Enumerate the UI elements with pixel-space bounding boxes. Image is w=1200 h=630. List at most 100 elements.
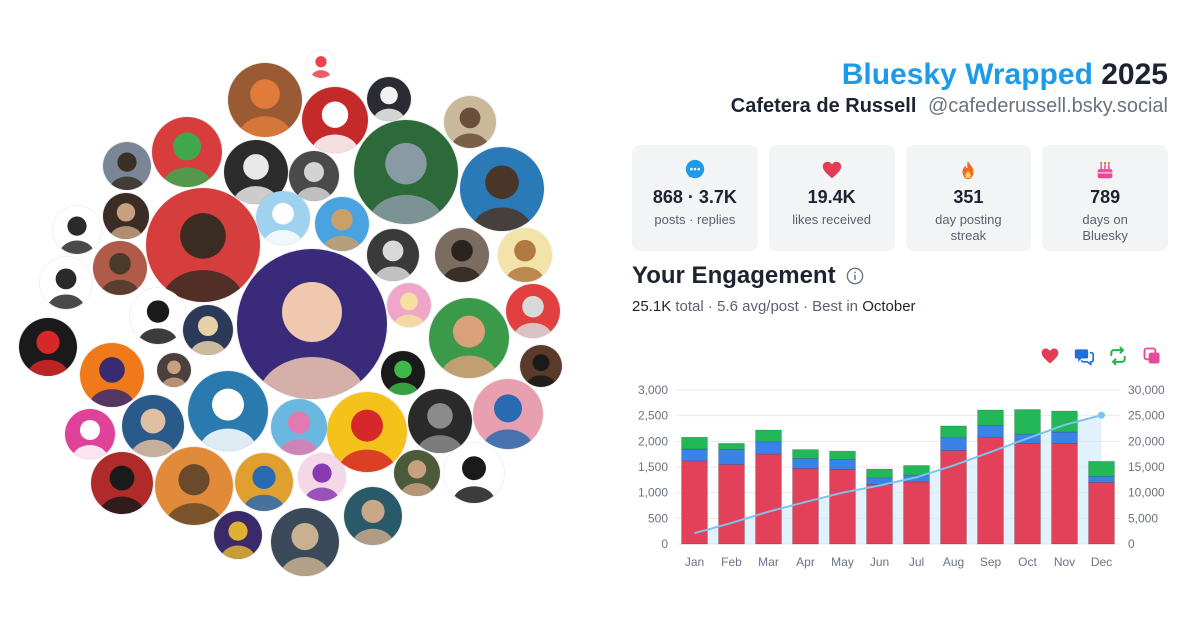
bar-reposts xyxy=(718,443,745,450)
y-left-tick-label: 500 xyxy=(648,511,668,525)
quote-icon[interactable] xyxy=(1142,346,1162,366)
avatar-man-hand xyxy=(289,151,339,201)
x-tick-label: Mar xyxy=(758,555,779,569)
bar-reposts xyxy=(755,429,782,443)
bar-likes xyxy=(1088,482,1115,545)
avatar-man-beard xyxy=(103,142,151,190)
y-right-tick-label: 25,000 xyxy=(1128,409,1165,423)
x-tick-label: Dec xyxy=(1091,555,1112,569)
avatar-thanos xyxy=(214,511,262,559)
engagement-title: Your Engagement xyxy=(632,262,864,290)
display-name: Cafetera de Russell xyxy=(730,95,917,117)
cumulative-end-point xyxy=(1098,411,1105,419)
engagement-total-label: total xyxy=(675,298,704,315)
avatar-cloud xyxy=(19,50,562,576)
avatar-small-photo-2 xyxy=(344,487,402,545)
bar-reposts xyxy=(1088,461,1115,477)
avatar-red-witch xyxy=(91,452,153,514)
avatar-black-cat xyxy=(367,77,411,121)
avatar-elcaro xyxy=(188,371,268,451)
y-left-tick-label: 0 xyxy=(661,537,668,551)
y-right-tick-label: 30,000 xyxy=(1128,383,1165,397)
avatar-watermelon xyxy=(307,50,335,78)
y-left-tick-label: 2,000 xyxy=(638,434,668,448)
bar-replies xyxy=(792,457,819,469)
y-right-tick-label: 10,000 xyxy=(1128,486,1165,500)
avatar-cartoon-fan xyxy=(473,379,543,449)
repost-icon[interactable] xyxy=(1108,346,1128,366)
reply-icon[interactable] xyxy=(1074,346,1094,366)
stat-card-likes: 19.4K likes received xyxy=(768,145,895,251)
avatar-green-creature xyxy=(381,351,425,395)
stat-card-streak: 351 day posting streak xyxy=(905,145,1032,251)
avatar-barbie-logo xyxy=(65,409,115,459)
avatar-ninja xyxy=(444,443,504,503)
stat-value-streak: 351 xyxy=(953,187,984,207)
bar-reposts xyxy=(866,468,893,479)
x-tick-label: Jul xyxy=(909,555,924,569)
user-identity: Cafetera de Russell @cafederussell.bsky.… xyxy=(731,95,1168,118)
avatar-pride-man xyxy=(146,188,260,302)
y-right-tick-label: 5,000 xyxy=(1128,511,1158,525)
avatar-anthony xyxy=(367,229,419,281)
avatar-bald-man xyxy=(394,450,440,496)
cumulative-line xyxy=(694,414,1102,535)
x-tick-label: Feb xyxy=(721,555,742,569)
avatar-blonde-woman xyxy=(183,305,233,355)
x-tick-label: May xyxy=(831,555,854,569)
title-year: 2025 xyxy=(1101,58,1168,91)
stat-label-posts: posts · replies xyxy=(654,212,736,227)
user-handle[interactable]: @cafederussell.bsky.social xyxy=(927,95,1168,117)
avatar-muppet-bird xyxy=(271,399,327,455)
stat-cards: 868 · 3.7K posts · replies 19.4K likes r… xyxy=(632,145,1168,251)
bar-reposts xyxy=(903,465,930,476)
avatar-cartoon-boy xyxy=(53,206,101,254)
bar-reposts xyxy=(792,449,819,459)
avatar-wolverine xyxy=(103,193,149,239)
bar-replies xyxy=(1088,475,1115,483)
bar-likes xyxy=(829,469,856,545)
heart-icon[interactable] xyxy=(1040,346,1060,366)
avatar-eevee xyxy=(498,228,552,282)
bar-replies xyxy=(829,459,856,470)
flame-icon xyxy=(906,159,1032,181)
x-tick-label: Jan xyxy=(685,555,704,569)
bar-likes xyxy=(903,481,930,545)
stat-value-likes: 19.4K xyxy=(807,187,856,207)
x-tick-label: Nov xyxy=(1054,555,1075,569)
heart-icon xyxy=(769,159,895,181)
engagement-chart: 0 500 1,000 1,500 2,000 2,500 3,000 0 5,000 10,00… xyxy=(638,383,1165,569)
bar-replies xyxy=(755,441,782,455)
avatar-dark-woman xyxy=(157,353,191,387)
avatar-old-man-pipe xyxy=(93,241,147,295)
bar-replies xyxy=(940,437,967,451)
bar-replies xyxy=(681,448,708,462)
speech-bubble-icon xyxy=(632,159,758,181)
avatar-small-photo-1 xyxy=(271,508,339,576)
bar-reposts xyxy=(829,450,856,460)
engagement-title-text: Your Engagement xyxy=(632,262,836,289)
avatar-young-man xyxy=(122,395,184,457)
stat-label-likes: likes received xyxy=(792,212,871,227)
avatar-grey-mask xyxy=(506,284,560,338)
bar-likes xyxy=(1051,443,1078,545)
engagement-best-month: October xyxy=(862,298,916,315)
engagement-summary: 25.1K total · 5.6 avg/post · Best in Oct… xyxy=(632,298,916,315)
stat-label-streak: day posting streak xyxy=(935,212,1002,243)
avatar-masked-hero xyxy=(80,343,144,407)
y-left-tick-label: 1,500 xyxy=(638,460,668,474)
y-left-tick-label: 2,500 xyxy=(638,409,668,423)
bar-reposts xyxy=(681,436,708,450)
stat-card-posts: 868 · 3.7K posts · replies xyxy=(632,145,758,251)
avatar-photo-dark xyxy=(408,389,472,453)
bar-replies xyxy=(718,449,745,465)
avatar-pixel-dino xyxy=(152,117,222,187)
brand-title: Bluesky Wrapped xyxy=(841,58,1093,91)
cake-icon xyxy=(1042,159,1168,181)
info-icon[interactable] xyxy=(846,267,864,285)
avatar-action-figure xyxy=(155,447,233,525)
avatar-doom xyxy=(354,120,458,224)
stat-value-days: 789 xyxy=(1090,187,1121,207)
bar-likes xyxy=(792,468,819,545)
y-right-tick-label: 20,000 xyxy=(1128,434,1165,448)
